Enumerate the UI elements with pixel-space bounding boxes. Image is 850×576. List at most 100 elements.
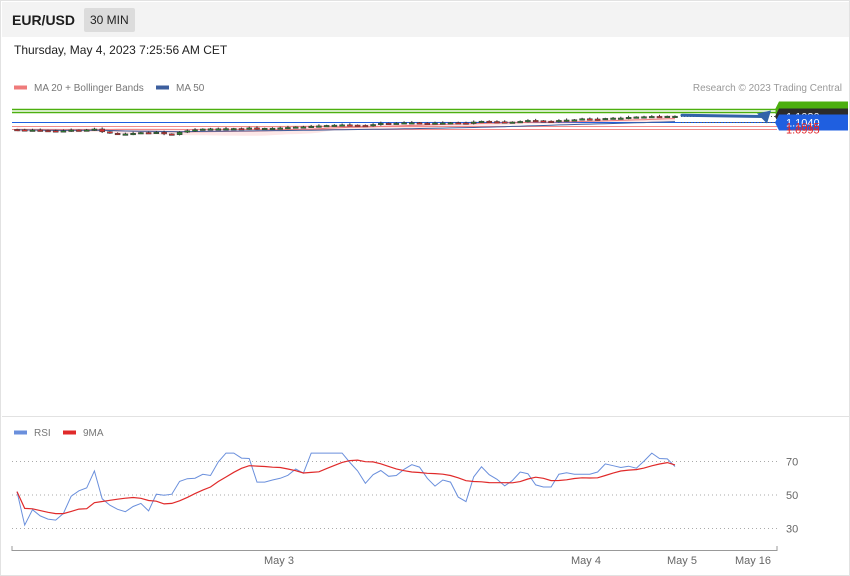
candle-body bbox=[378, 122, 384, 125]
candle-body bbox=[246, 127, 252, 130]
timestamp-label: Thursday, May 4, 2023 7:25:56 AM CET bbox=[14, 43, 228, 57]
candle-body bbox=[393, 122, 400, 125]
level-label-1.1040: 1.1040 bbox=[786, 118, 820, 130]
candle-body bbox=[470, 121, 477, 124]
candle-body bbox=[223, 128, 229, 131]
level-label-1.0995: 1.0995 bbox=[786, 125, 820, 137]
rsi-line bbox=[16, 452, 676, 527]
timeframe-button[interactable]: 30 MIN bbox=[84, 8, 135, 32]
candle-body bbox=[525, 120, 531, 123]
candle-body bbox=[285, 127, 291, 130]
candle-body bbox=[122, 133, 129, 136]
candle-body bbox=[323, 125, 330, 128]
candle-body bbox=[587, 118, 593, 121]
candle-body bbox=[161, 131, 167, 135]
candle-body bbox=[509, 121, 516, 124]
candle-body bbox=[486, 120, 492, 123]
forecast-arrow-shaft bbox=[680, 113, 767, 118]
candle-body bbox=[610, 117, 616, 120]
rsi-ma-legend-swatch bbox=[63, 430, 76, 435]
candle-body bbox=[145, 132, 152, 135]
candle-body bbox=[463, 122, 469, 125]
chart-header: EUR/USD 30 MIN bbox=[2, 2, 849, 37]
candle-body bbox=[316, 125, 322, 128]
candle-body bbox=[548, 120, 554, 123]
candle-body bbox=[29, 129, 36, 132]
rsi-tick-50: 50 bbox=[786, 490, 798, 502]
candle-body bbox=[138, 132, 144, 135]
rsi-tick-70: 70 bbox=[786, 457, 798, 469]
rsi-legend-swatch bbox=[14, 430, 27, 435]
ma20-legend-swatch bbox=[14, 85, 27, 90]
candle-body bbox=[354, 124, 361, 127]
candle-body bbox=[432, 122, 438, 125]
candle-body bbox=[91, 128, 98, 131]
rsi-legend-label: RSI bbox=[34, 428, 51, 439]
x-tick-may-16: May 16 bbox=[735, 555, 771, 567]
candle-body bbox=[277, 127, 283, 130]
candle-body bbox=[649, 116, 655, 119]
x-tick-may-3: May 3 bbox=[264, 555, 294, 567]
candle-body bbox=[540, 120, 547, 123]
level-tag-1.1040 bbox=[775, 114, 848, 131]
candle-body bbox=[579, 118, 585, 121]
rsi-ma-line bbox=[16, 459, 676, 515]
candle-body bbox=[238, 128, 245, 131]
candle-body bbox=[308, 125, 314, 128]
candle-body bbox=[618, 117, 624, 120]
candle-body bbox=[347, 124, 353, 127]
candle-body bbox=[641, 116, 647, 119]
candle-body bbox=[424, 122, 431, 125]
candle-body bbox=[76, 129, 82, 132]
candle-body bbox=[517, 121, 523, 124]
candle-body bbox=[594, 118, 601, 121]
ma20-legend-label: MA 20 + Bollinger Bands bbox=[34, 83, 144, 94]
candle-body bbox=[401, 122, 407, 125]
candle-body bbox=[192, 129, 198, 132]
candle-body bbox=[215, 128, 222, 131]
candle-body bbox=[176, 131, 183, 135]
candle-body bbox=[21, 129, 28, 132]
symbol-label: EUR/USD bbox=[12, 12, 76, 28]
candle-body bbox=[556, 120, 562, 123]
candle-body bbox=[200, 128, 206, 131]
rsi-ma-legend-label: 9MA bbox=[83, 428, 104, 439]
candle-body bbox=[532, 120, 539, 123]
candle-body bbox=[440, 122, 446, 125]
candle-body bbox=[207, 128, 214, 131]
candle-body bbox=[37, 129, 43, 132]
candle-body bbox=[45, 130, 51, 133]
forecast-arrow-head bbox=[757, 110, 771, 124]
candle-body bbox=[633, 116, 640, 119]
candle-body bbox=[602, 118, 609, 121]
candle-body bbox=[494, 121, 500, 124]
candle-body bbox=[261, 128, 268, 131]
candle-body bbox=[362, 125, 369, 128]
candle-body bbox=[339, 124, 345, 127]
candle-body bbox=[52, 130, 59, 133]
candle-body bbox=[409, 122, 415, 125]
candle-body bbox=[571, 119, 578, 122]
ma50-legend-swatch bbox=[156, 85, 169, 90]
candle-body bbox=[478, 120, 485, 123]
candle-body bbox=[625, 117, 632, 120]
candle-body bbox=[130, 133, 136, 136]
candle-body bbox=[14, 129, 20, 132]
x-tick-may-5: May 5 bbox=[667, 555, 697, 567]
candle-body bbox=[60, 130, 67, 133]
candle-body bbox=[563, 119, 570, 122]
candle-body bbox=[107, 131, 113, 134]
candle-body bbox=[83, 129, 90, 132]
candle-body bbox=[254, 127, 260, 130]
bollinger-band bbox=[17, 115, 675, 136]
x-tick-may-4: May 4 bbox=[571, 555, 601, 567]
candle-body bbox=[153, 131, 160, 134]
ma50-line bbox=[16, 121, 676, 133]
candle-body bbox=[99, 128, 105, 133]
candle-body bbox=[447, 122, 454, 125]
level-label-1.1015: 1.1015 bbox=[786, 122, 820, 134]
candle-body bbox=[300, 126, 307, 129]
candle-body bbox=[664, 115, 671, 118]
candle-body bbox=[114, 133, 121, 136]
candle-body bbox=[416, 122, 423, 125]
